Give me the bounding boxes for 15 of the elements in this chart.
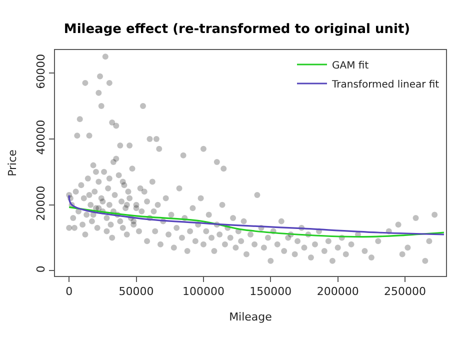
x-tick-label: 150000 [250,285,292,298]
x-axis-title: Mileage [229,310,272,324]
x-tick-label: 50000 [118,285,154,298]
y-tick-label: 40000 [34,120,48,155]
x-tick-label: 200000 [316,285,359,298]
x-tick-label: 250000 [384,285,426,298]
legend-label: GAM fit [332,60,369,72]
y-tick-label: 20000 [34,186,48,221]
x-tick-label: 0 [66,285,73,298]
y-tick-label: 0 [34,266,48,273]
x-tick-label: 100000 [182,285,224,298]
y-tick-label: 60000 [34,54,48,89]
legend-label: Transformed linear fit [331,79,440,90]
y-axis-title: Price [6,149,20,176]
chart-title: Mileage effect (re-transformed to original unit) [64,22,410,37]
